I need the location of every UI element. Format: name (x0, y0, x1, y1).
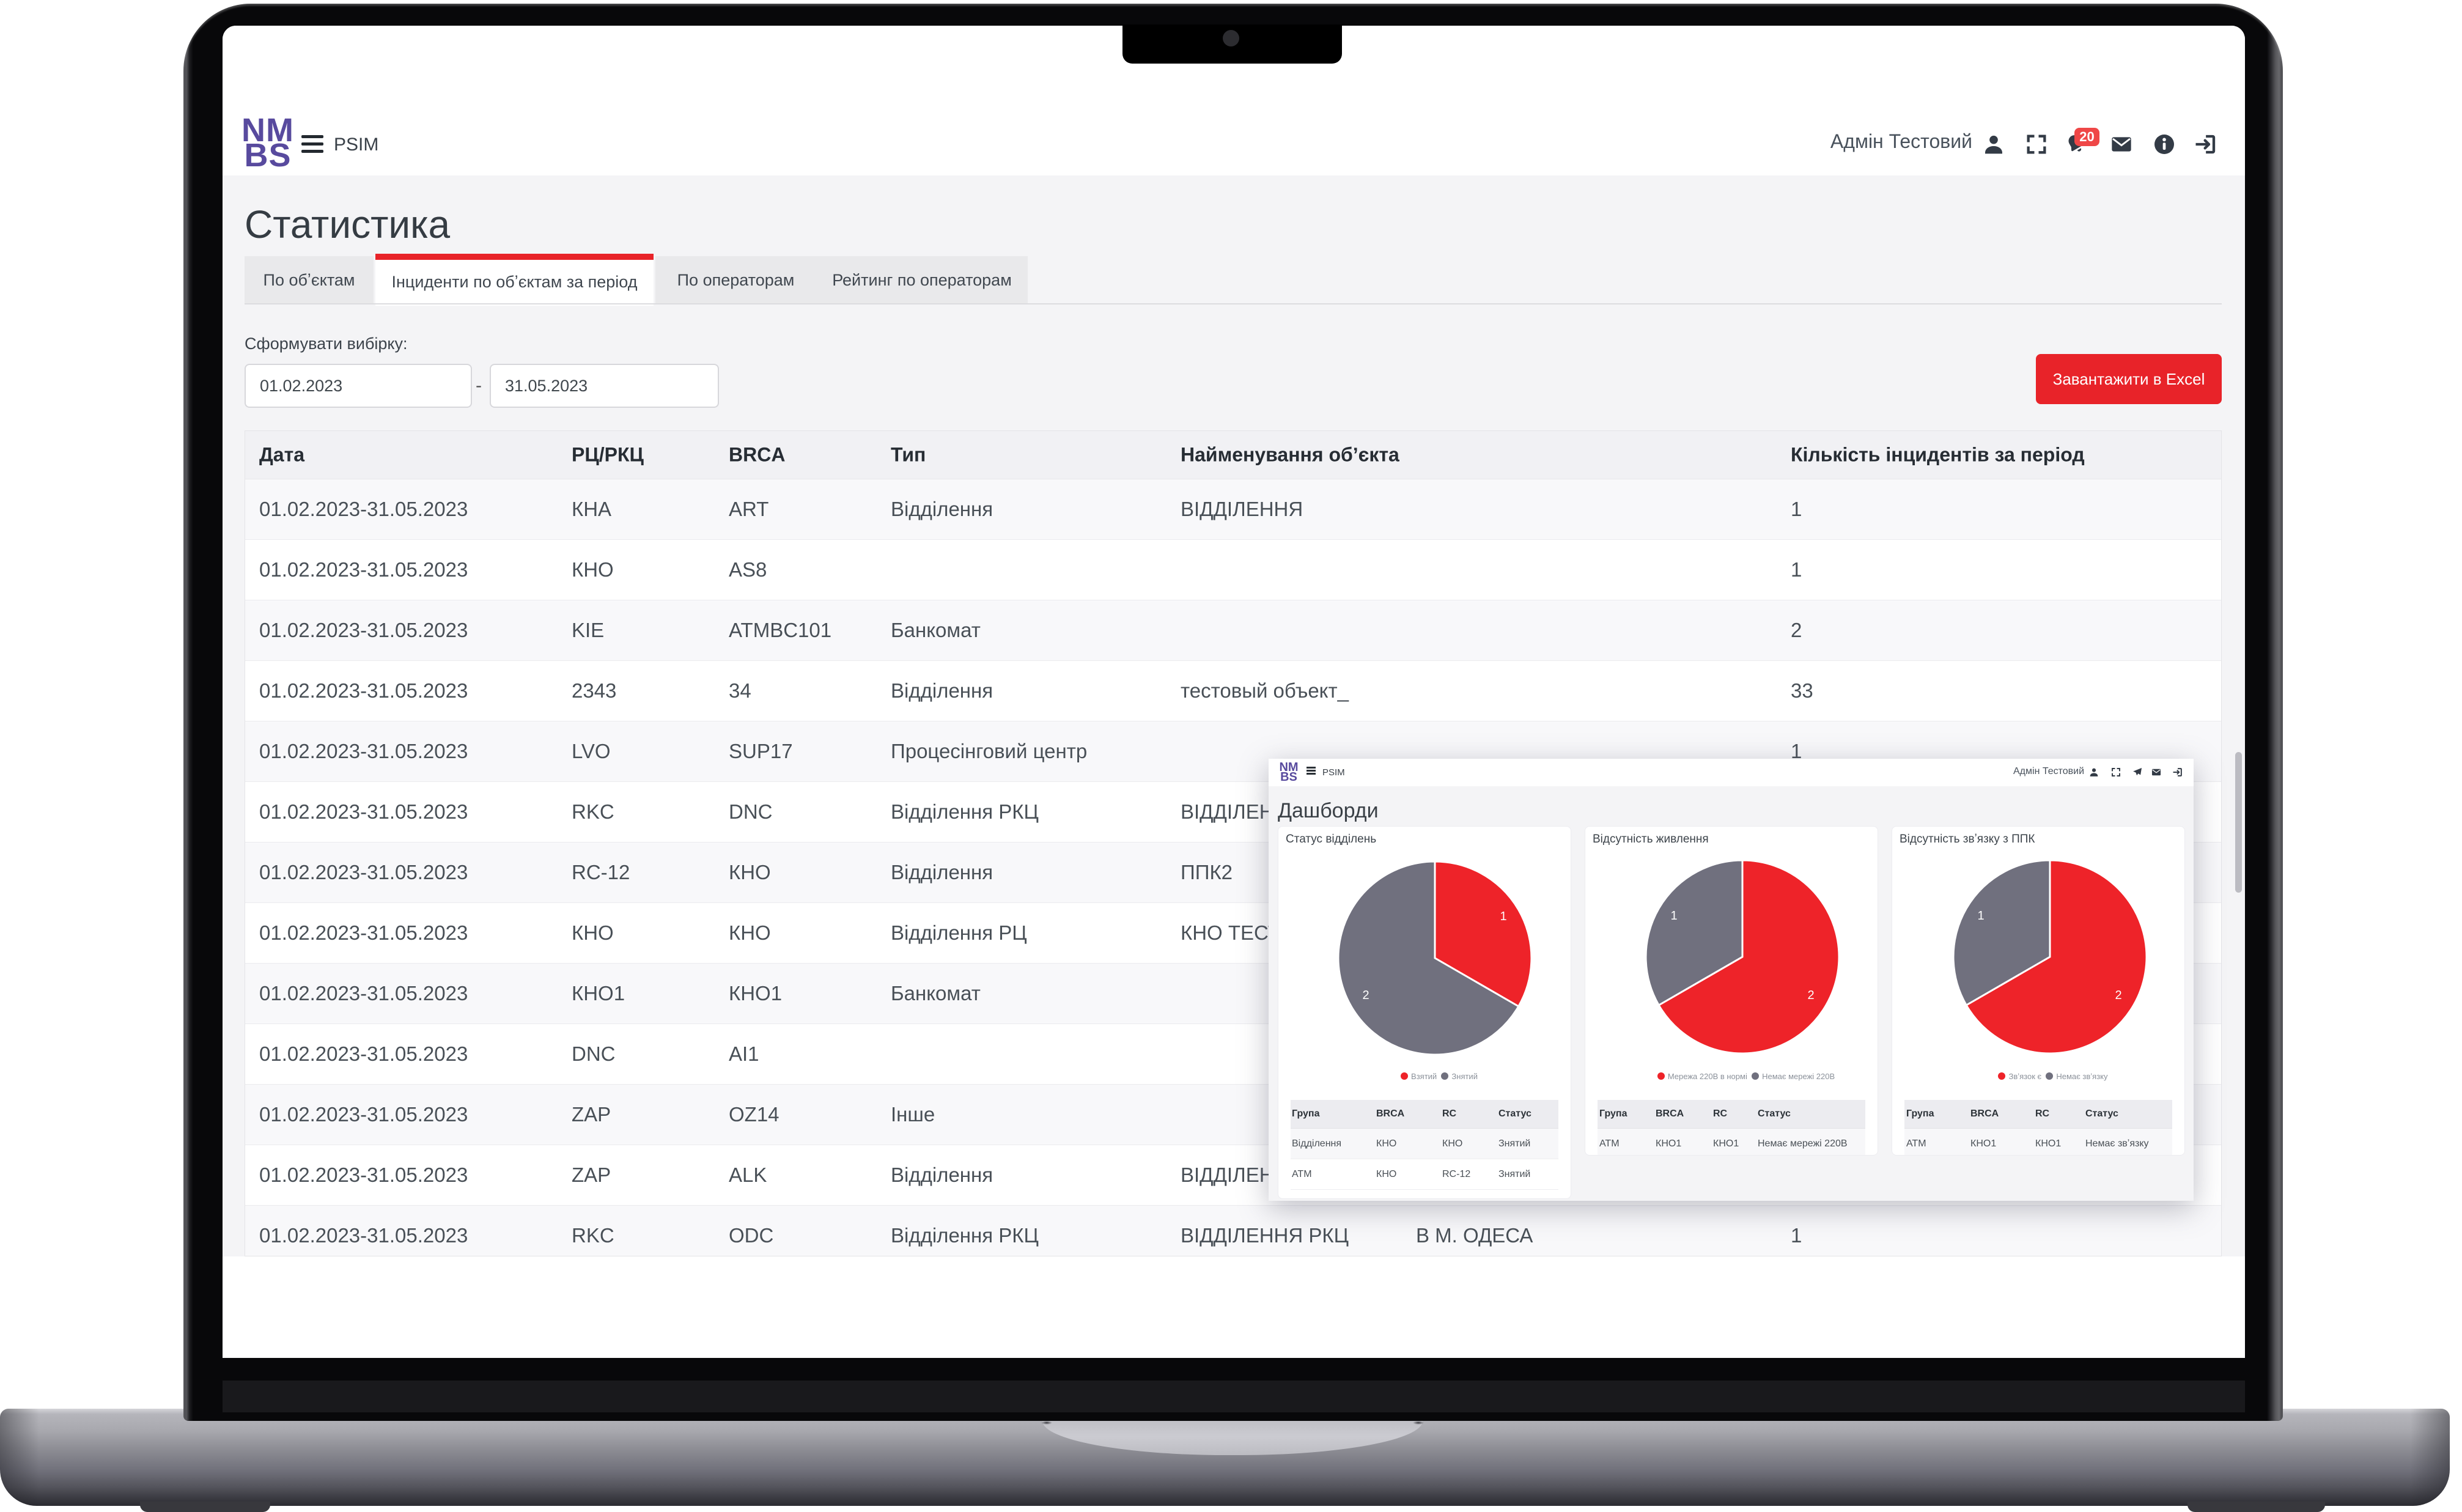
svg-text:2: 2 (1807, 989, 1814, 1002)
svg-text:1: 1 (1977, 909, 1984, 923)
svg-text:1: 1 (1670, 909, 1677, 923)
svg-text:2: 2 (2115, 989, 2121, 1002)
svg-text:1: 1 (1500, 910, 1506, 923)
svg-text:2: 2 (1362, 989, 1369, 1002)
